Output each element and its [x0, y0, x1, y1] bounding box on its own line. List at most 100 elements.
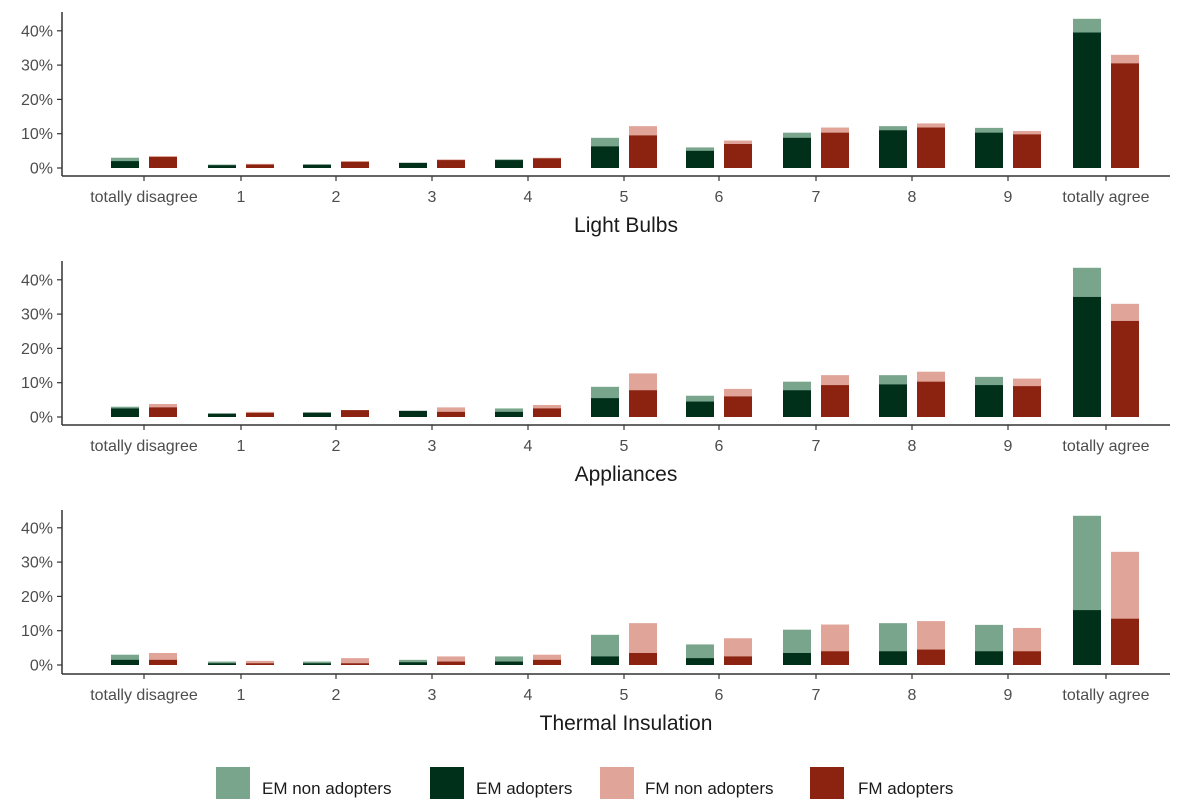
x-tick-label: 9 — [1004, 438, 1013, 455]
bar-fm-adopters — [533, 408, 561, 417]
x-axis-title: Light Bulbs — [574, 214, 678, 237]
bar-fm-adopters — [341, 410, 369, 417]
bar-fm-adopters — [341, 663, 369, 665]
bar-em-adopters — [303, 412, 331, 417]
bar-fm-adopters — [149, 407, 177, 417]
bar-fm-adopters — [724, 656, 752, 665]
bar-fm-adopters — [629, 135, 657, 168]
x-tick-label: totally agree — [1062, 687, 1149, 704]
y-tick-label: 0% — [30, 658, 53, 675]
bar-fm-adopters — [917, 649, 945, 665]
bar-em-adopters — [783, 390, 811, 417]
bar-em-adopters — [208, 663, 236, 665]
bar-em-adopters — [686, 401, 714, 417]
y-tick-label: 20% — [21, 341, 53, 358]
bar-em-adopters — [111, 161, 139, 168]
bar-fm-adopters — [533, 659, 561, 665]
bar-em-adopters — [1073, 296, 1101, 417]
x-tick-label: 3 — [428, 438, 437, 455]
bar-fm-adopters — [821, 651, 849, 665]
legend-label: FM adopters — [858, 779, 953, 798]
y-tick-label: 40% — [21, 520, 53, 537]
bar-fm-adopters — [629, 390, 657, 417]
x-tick-label: 8 — [908, 438, 917, 455]
legend-label: EM non adopters — [262, 779, 391, 798]
y-tick-label: 10% — [21, 375, 53, 392]
bar-em-adopters — [975, 651, 1003, 665]
bar-em-adopters — [399, 662, 427, 665]
bar-em-adopters — [111, 408, 139, 417]
x-tick-label: 8 — [908, 687, 917, 704]
x-tick-label: totally disagree — [90, 438, 198, 455]
bar-fm-adopters — [1013, 386, 1041, 417]
bar-fm-adopters — [1111, 63, 1139, 169]
y-tick-label: 30% — [21, 307, 53, 324]
bar-fm-adopters — [1111, 618, 1139, 665]
legend-label: FM non adopters — [645, 779, 774, 798]
x-axis-title: Appliances — [575, 463, 678, 486]
legend-swatch — [810, 767, 844, 799]
bar-em-adopters — [399, 410, 427, 417]
y-tick-label: 40% — [21, 23, 53, 40]
legend-item-em-adopters: EM adopters — [430, 767, 572, 799]
x-tick-label: totally agree — [1062, 189, 1149, 206]
bar-fm-adopters — [917, 381, 945, 417]
bar-fm-adopters — [1013, 134, 1041, 168]
bar-em-adopters — [686, 150, 714, 168]
x-tick-label: 1 — [237, 687, 246, 704]
bar-em-adopters — [591, 146, 619, 168]
bar-fm-adopters — [533, 158, 561, 168]
bar-em-adopters — [495, 411, 523, 417]
x-tick-label: 6 — [715, 687, 724, 704]
y-tick-label: 10% — [21, 623, 53, 640]
y-tick-label: 10% — [21, 126, 53, 143]
bar-em-adopters — [975, 132, 1003, 168]
bar-em-adopters — [975, 385, 1003, 417]
x-tick-label: 7 — [812, 438, 821, 455]
bar-em-adopters — [879, 651, 907, 665]
legend-swatch — [600, 767, 634, 799]
x-tick-label: 5 — [620, 189, 629, 206]
bar-fm-adopters — [149, 157, 177, 168]
x-tick-label: 7 — [812, 687, 821, 704]
y-tick-label: 40% — [21, 272, 53, 289]
bar-em-adopters — [1073, 32, 1101, 168]
bar-em-adopters — [591, 398, 619, 417]
y-tick-label: 20% — [21, 589, 53, 606]
x-tick-label: 7 — [812, 189, 821, 206]
y-tick-label: 20% — [21, 92, 53, 109]
bar-em-adopters — [879, 384, 907, 417]
x-tick-label: 3 — [428, 687, 437, 704]
legend-swatch — [430, 767, 464, 799]
panel-1: 0% 10% 20% 30% 40% totally disagree 1 2 3 4 5 6 7 8 9 t… — [21, 12, 1170, 237]
x-tick-label: totally disagree — [90, 189, 198, 206]
bar-fm-adopters — [341, 161, 369, 168]
bar-em-adopters — [783, 137, 811, 168]
x-tick-label: 9 — [1004, 189, 1013, 206]
bar-fm-adopters — [821, 385, 849, 417]
x-tick-label: 3 — [428, 189, 437, 206]
x-tick-label: totally agree — [1062, 438, 1149, 455]
x-tick-label: 5 — [620, 687, 629, 704]
bar-em-adopters — [783, 652, 811, 665]
bar-em-adopters — [591, 656, 619, 665]
bar-fm-adopters — [437, 411, 465, 417]
x-tick-label: 2 — [332, 438, 341, 455]
x-tick-label: 4 — [524, 189, 533, 206]
x-tick-label: 4 — [524, 687, 533, 704]
x-tick-label: 2 — [332, 687, 341, 704]
bar-fm-adopters — [246, 663, 274, 665]
bar-em-adopters — [111, 659, 139, 665]
bar-fm-adopters — [724, 143, 752, 168]
bar-em-adopters — [208, 165, 236, 168]
bar-fm-adopters — [246, 412, 274, 417]
x-tick-label: 5 — [620, 438, 629, 455]
bar-fm-adopters — [437, 661, 465, 665]
bar-fm-adopters — [1013, 651, 1041, 665]
y-tick-label: 30% — [21, 58, 53, 75]
bar-em-adopters — [495, 661, 523, 665]
panel-2: 0% 10% 20% 30% 40% totally disagree 1 2 3 4 5 6 7 8 9 t… — [21, 261, 1170, 486]
bar-fm-adopters — [437, 160, 465, 168]
bar-fm-adopters — [149, 659, 177, 665]
